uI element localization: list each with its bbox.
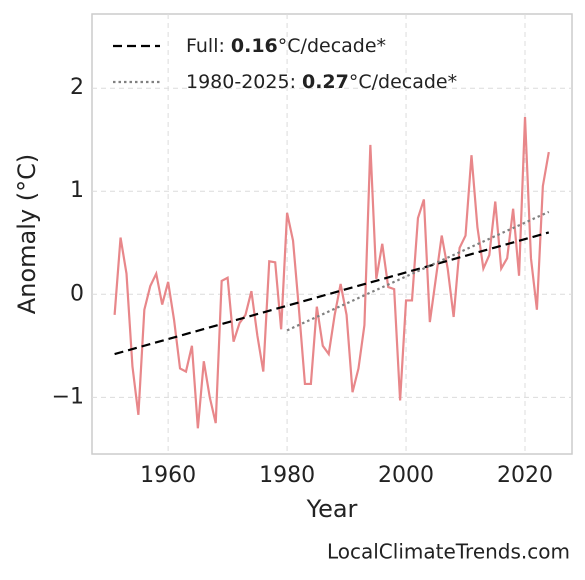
- marks: [113, 116, 550, 429]
- legend-unit: °C/decade*: [349, 71, 457, 93]
- y-axis-label: Anomaly (°C): [13, 154, 41, 314]
- trend-line: [286, 210, 550, 332]
- data-line: [113, 116, 550, 429]
- legend-slope: 0.16: [231, 35, 278, 57]
- legend-entry: Full: 0.16°C/decade*: [186, 35, 386, 57]
- x-tick-label: 1980: [259, 463, 315, 488]
- x-axis-label: Year: [306, 495, 358, 523]
- x-tick-label: 2000: [378, 463, 434, 488]
- legend-unit: °C/decade*: [278, 35, 386, 57]
- legend-entry: 1980-2025: 0.27°C/decade*: [186, 71, 457, 93]
- x-tick-label: 2020: [497, 463, 553, 488]
- plot-frame: [91, 13, 573, 455]
- legend-name: Full:: [186, 35, 225, 57]
- trend-line: [114, 231, 550, 356]
- y-tick-label: −1: [52, 384, 84, 409]
- footer: LocalClimateTrends.com: [327, 540, 570, 564]
- x-tick-label: 1960: [140, 463, 196, 488]
- y-tick-label: 0: [70, 281, 84, 306]
- y-tick-label: 2: [70, 75, 84, 100]
- y-tick-label: 1: [70, 178, 84, 203]
- legend-slope: 0.27: [302, 71, 349, 93]
- legend-name: 1980-2025:: [186, 71, 296, 93]
